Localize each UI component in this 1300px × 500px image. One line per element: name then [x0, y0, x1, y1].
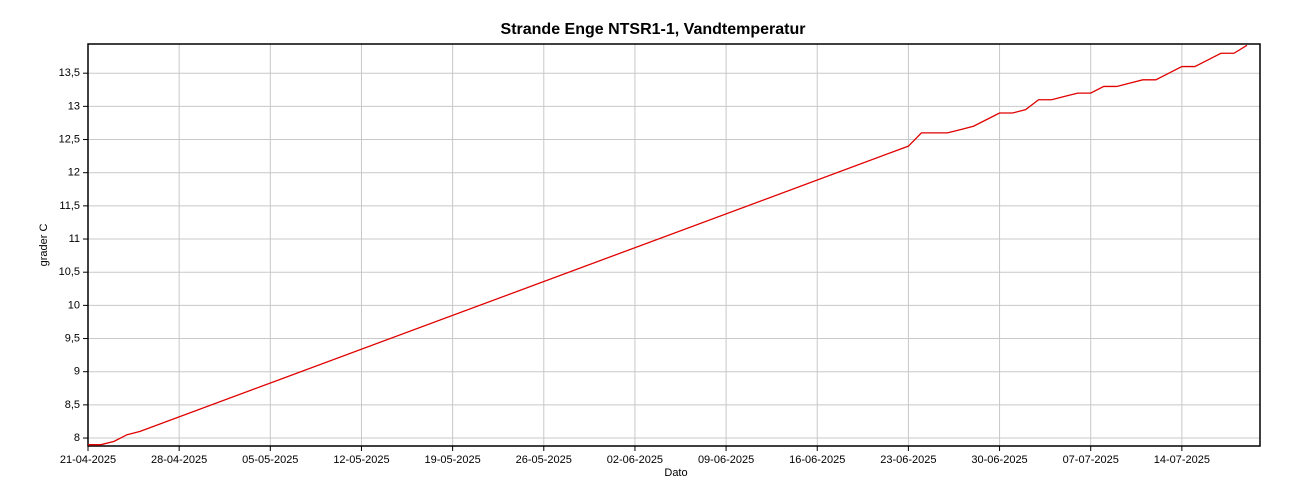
- x-tick-label: 23-06-2025: [880, 454, 936, 466]
- plot-frame: [87, 43, 1261, 447]
- x-tick-label: 07-07-2025: [1063, 454, 1119, 466]
- y-tick-label: 11,5: [59, 200, 80, 212]
- x-tick-label: 30-06-2025: [971, 454, 1027, 466]
- y-tick-label: 13,5: [59, 67, 80, 79]
- y-axis-label: grader C: [38, 224, 50, 267]
- y-tick-label: 13: [68, 100, 80, 112]
- x-tick-label: 12-05-2025: [333, 454, 389, 466]
- y-tick-label: 10: [68, 299, 80, 311]
- x-tick-label: 16-06-2025: [789, 454, 845, 466]
- chart-title: Strande Enge NTSR1-1, Vandtemperatur: [501, 21, 806, 38]
- x-tick-label: 26-05-2025: [516, 454, 572, 466]
- y-tick-label: 11: [69, 233, 80, 245]
- x-tick-label: 28-04-2025: [151, 454, 207, 466]
- y-tick-label: 12: [68, 167, 80, 179]
- y-tick-label: 9,5: [65, 332, 80, 344]
- x-tick-label: 14-07-2025: [1154, 454, 1210, 466]
- x-tick-label: 19-05-2025: [424, 454, 480, 466]
- x-axis-label: Dato: [664, 467, 687, 479]
- x-tick-label: 05-05-2025: [242, 454, 298, 466]
- y-tick-label: 12,5: [59, 133, 80, 145]
- y-tick-label: 8: [74, 432, 80, 444]
- x-tick-label: 02-06-2025: [607, 454, 663, 466]
- x-tick-label: 09-06-2025: [698, 454, 754, 466]
- x-tick-label: 21-04-2025: [60, 454, 116, 466]
- data-line: [88, 44, 1248, 446]
- y-tick-label: 9: [74, 366, 80, 378]
- y-tick-label: 8,5: [65, 399, 80, 411]
- y-tick-label: 10,5: [59, 266, 80, 278]
